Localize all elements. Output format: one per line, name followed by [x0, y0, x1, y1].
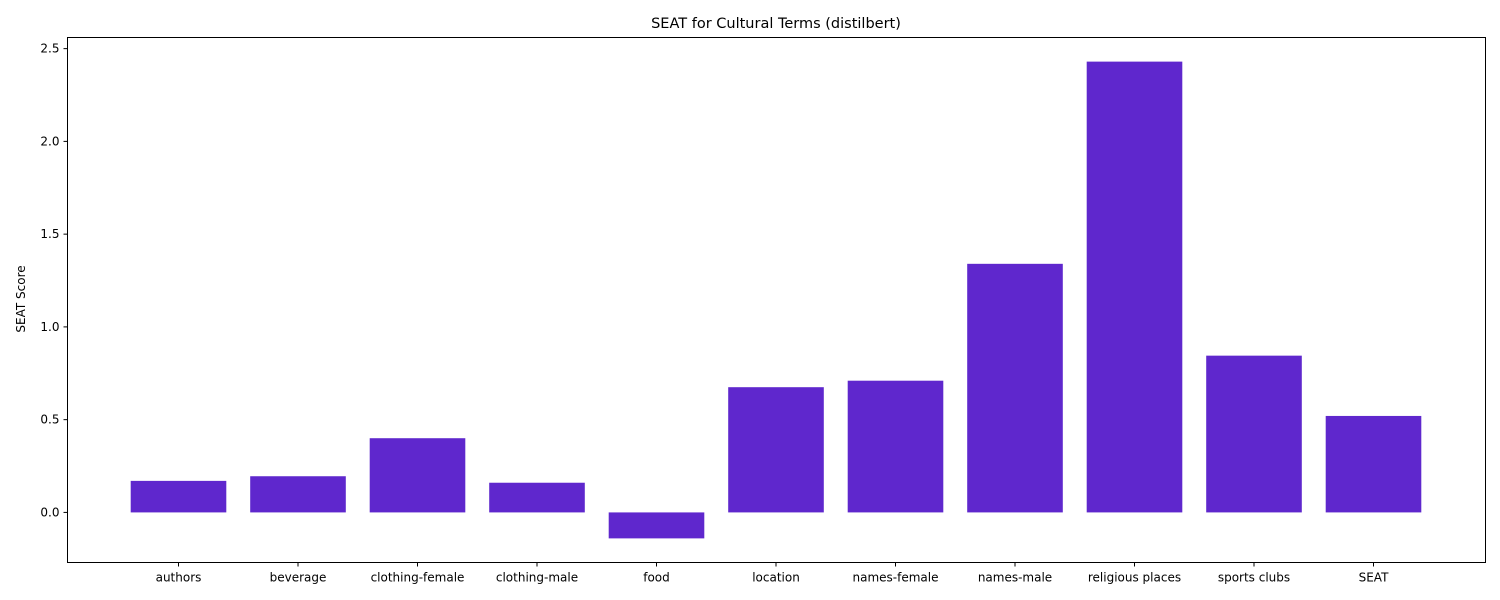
bars-group	[130, 61, 1422, 539]
y-tick-label: 2.5	[40, 42, 59, 56]
x-tick-label: sports clubs	[1218, 571, 1290, 585]
x-tick-label: SEAT	[1359, 571, 1389, 585]
bar-beverage	[250, 476, 346, 513]
bar-names-male	[967, 263, 1063, 513]
y-axis: 0.0 0.5 1.0 1.5 2.0 2.5	[40, 42, 68, 519]
plot-frame	[67, 37, 1486, 563]
bar-clothing-male	[489, 482, 585, 513]
x-tick-label: clothing-male	[496, 571, 578, 585]
bar-food	[608, 512, 705, 539]
y-tick-label: 1.0	[40, 320, 59, 334]
x-tick-label: beverage	[270, 571, 327, 585]
x-tick-label: clothing-female	[371, 571, 465, 585]
x-tick-label: names-male	[978, 571, 1052, 585]
bar-authors	[130, 480, 227, 513]
bar-religious-places	[1086, 61, 1183, 513]
bar-sports-clubs	[1206, 355, 1302, 513]
y-tick-label: 2.0	[40, 134, 59, 148]
bar-clothing-female	[369, 438, 466, 513]
x-tick-label: food	[643, 571, 670, 585]
x-tick-label: names-female	[853, 571, 939, 585]
bar-location	[728, 387, 824, 513]
y-tick-label: 0.0	[40, 505, 59, 519]
x-tick-label: religious places	[1088, 571, 1181, 585]
x-tick-label: location	[752, 571, 800, 585]
y-tick-label: 1.5	[40, 227, 59, 241]
x-tick-label: authors	[156, 571, 202, 585]
y-axis-label: SEAT Score	[14, 265, 28, 332]
chart-title: SEAT for Cultural Terms (distilbert)	[651, 16, 901, 32]
bar-seat	[1325, 415, 1422, 513]
bar-names-female	[847, 380, 944, 513]
y-tick-label: 0.5	[40, 413, 59, 427]
x-axis: authors beverage clothing-female clothing-m…	[156, 562, 1389, 585]
